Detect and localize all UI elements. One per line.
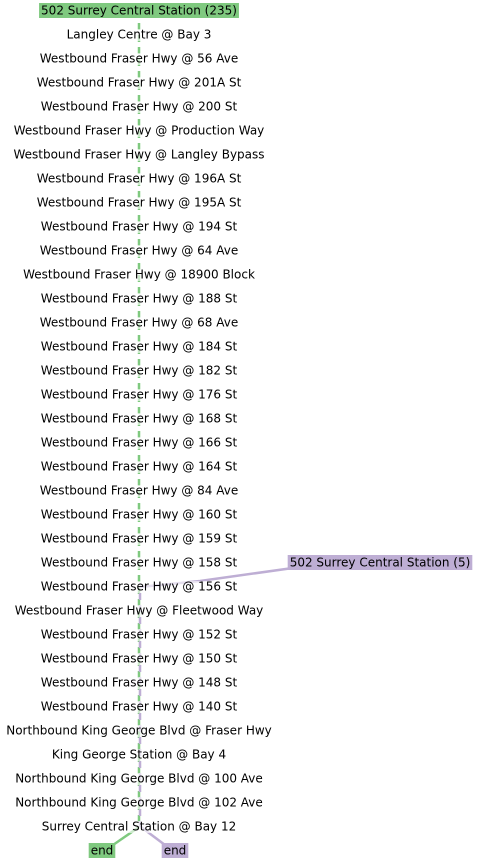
- stop-label: Westbound Fraser Hwy @ 56 Ave: [40, 52, 238, 66]
- stop-label-bg: [40, 581, 238, 593]
- stop-label-bg: [36, 173, 242, 185]
- stop-label: Surrey Central Station @ Bay 12: [42, 820, 236, 834]
- stop-label: Westbound Fraser Hwy @ 140 St: [41, 700, 238, 714]
- stop-label: Westbound Fraser Hwy @ 148 St: [41, 676, 238, 690]
- stop-label: Langley Centre @ Bay 3: [67, 28, 212, 42]
- end-label: end: [164, 844, 187, 858]
- stop-label: Westbound Fraser Hwy @ Production Way: [14, 124, 265, 138]
- stop-label: Westbound Fraser Hwy @ 184 St: [41, 340, 238, 354]
- stop-label: Northbound King George Blvd @ Fraser Hwy: [6, 724, 272, 738]
- stop-label-bg: [40, 413, 238, 425]
- stop-label-bg: [40, 221, 238, 233]
- stop-label-bg: [40, 365, 238, 377]
- stop-label-bg: [39, 317, 239, 329]
- stop-label: Westbound Fraser Hwy @ 164 St: [41, 460, 238, 474]
- end-label-bg: [161, 843, 189, 858]
- stop-label-bg: [40, 533, 238, 545]
- stop-label: Westbound Fraser Hwy @ 200 St: [41, 100, 238, 114]
- stop-label: Westbound Fraser Hwy @ 18900 Block: [23, 268, 255, 282]
- end-label: end: [91, 844, 114, 858]
- stop-label-bg: [40, 101, 238, 113]
- stop-label: Westbound Fraser Hwy @ Fleetwood Way: [15, 604, 264, 618]
- stop-label-bg: [15, 773, 263, 785]
- stop-label: Westbound Fraser Hwy @ 182 St: [41, 364, 238, 378]
- stop-label-bg: [41, 821, 237, 833]
- stop-label-bg: [40, 389, 238, 401]
- stop-label: Westbound Fraser Hwy @ 160 St: [41, 508, 238, 522]
- stop-label: Westbound Fraser Hwy @ 188 St: [41, 292, 238, 306]
- stop-label-bg: [40, 293, 238, 305]
- stop-label-bg: [15, 797, 263, 809]
- stop-label: Westbound Fraser Hwy @ 195A St: [37, 196, 242, 210]
- stop-label: Northbound King George Blvd @ 100 Ave: [15, 772, 263, 786]
- stop-label-bg: [40, 653, 238, 665]
- stop-label-bg: [36, 77, 242, 89]
- stop-label-bg: [39, 245, 239, 257]
- stop-label-bg: [40, 461, 238, 473]
- labels: Langley Centre @ Bay 3 Westbound Fraser H…: [6, 3, 473, 858]
- stop-label: Westbound Fraser Hwy @ Langley Bypass: [13, 148, 264, 162]
- stop-label: Westbound Fraser Hwy @ 68 Ave: [40, 316, 238, 330]
- stop-label-bg: [39, 485, 239, 497]
- stop-label-bg: [39, 53, 239, 65]
- stop-label-bg: [13, 125, 265, 137]
- stop-label: Westbound Fraser Hwy @ 156 St: [41, 580, 238, 594]
- stop-label-bg: [36, 197, 242, 209]
- stop-label-bg: [40, 437, 238, 449]
- stop-label: Westbound Fraser Hwy @ 168 St: [41, 412, 238, 426]
- stop-label-bg: [14, 605, 264, 617]
- stop-label-bg: [40, 509, 238, 521]
- stop-label-bg: [40, 341, 238, 353]
- stop-label: Westbound Fraser Hwy @ 158 St: [41, 556, 238, 570]
- stop-label-bg: [40, 677, 238, 689]
- stop-label: Westbound Fraser Hwy @ 201A St: [37, 76, 242, 90]
- end-label-bg: [88, 843, 116, 858]
- stop-label: Westbound Fraser Hwy @ 176 St: [41, 388, 238, 402]
- stop-label-bg: [51, 749, 227, 761]
- stop-label: Westbound Fraser Hwy @ 196A St: [37, 172, 242, 186]
- stop-label-bg: [23, 269, 255, 281]
- route-label-bg: [39, 3, 239, 18]
- stop-label-bg: [40, 557, 238, 569]
- stop-label: King George Station @ Bay 4: [52, 748, 226, 762]
- route-label: 502 Surrey Central Station (235): [41, 4, 237, 18]
- stop-label-bg: [40, 701, 238, 713]
- stop-label: Westbound Fraser Hwy @ 152 St: [41, 628, 238, 642]
- stop-label-bg: [40, 629, 238, 641]
- stop-label-bg: [13, 149, 265, 161]
- route-label-bg: [287, 555, 473, 570]
- stop-label-bg: [66, 29, 212, 41]
- stop-label: Westbound Fraser Hwy @ 194 St: [41, 220, 238, 234]
- stop-label: Westbound Fraser Hwy @ 150 St: [41, 652, 238, 666]
- route-label: 502 Surrey Central Station (5): [290, 556, 471, 570]
- stop-label-bg: [6, 725, 272, 737]
- stop-label: Westbound Fraser Hwy @ 159 St: [41, 532, 238, 546]
- stop-label: Westbound Fraser Hwy @ 84 Ave: [40, 484, 238, 498]
- stop-label: Westbound Fraser Hwy @ 166 St: [41, 436, 238, 450]
- stop-label: Westbound Fraser Hwy @ 64 Ave: [40, 244, 238, 258]
- stop-label: Northbound King George Blvd @ 102 Ave: [15, 796, 263, 810]
